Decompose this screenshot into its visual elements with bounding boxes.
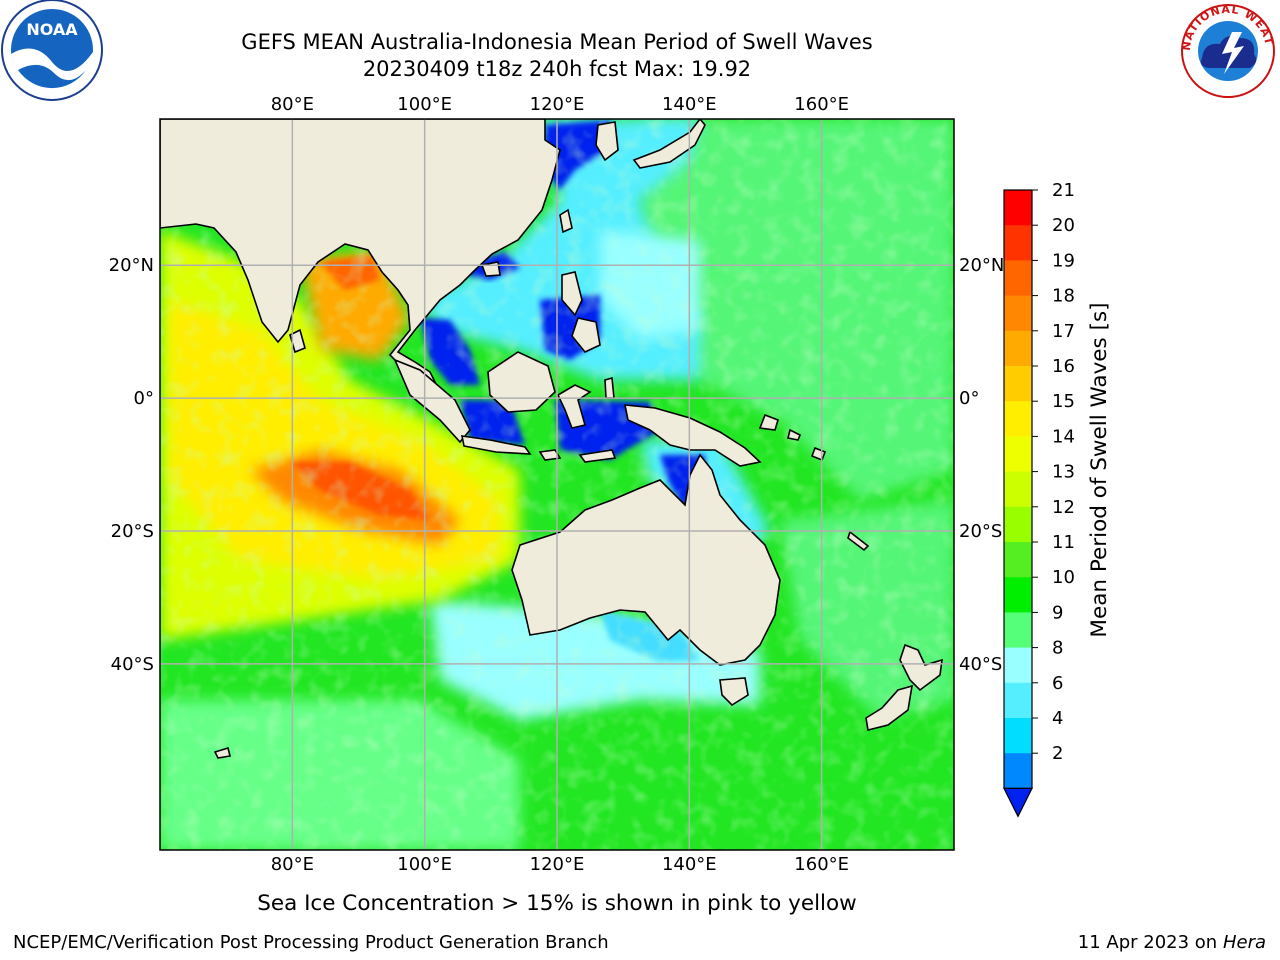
colorbar-segment xyxy=(1004,190,1032,226)
colorbar-segment xyxy=(1004,401,1032,437)
colorbar-segment xyxy=(1004,506,1032,543)
colorbar-tick-label: 4 xyxy=(1052,708,1063,729)
swell-field xyxy=(160,119,954,850)
colorbar-segment xyxy=(1004,260,1032,297)
lat-tick-left: 40°S xyxy=(111,654,154,675)
colorbar-segment xyxy=(1004,436,1032,473)
map-frame xyxy=(159,118,955,851)
lon-tick-bottom: 160°E xyxy=(794,854,849,875)
footer-credit: NCEP/EMC/Verification Post Processing Pr… xyxy=(13,932,609,953)
lat-tick-right: 20°N xyxy=(959,255,1004,276)
colorbar-segment xyxy=(1004,577,1032,613)
colorbar-tick-label: 18 xyxy=(1052,286,1075,307)
map-gridlines xyxy=(160,119,954,850)
lon-tick-bottom: 80°E xyxy=(271,854,314,875)
noaa-logo-text: NOAA xyxy=(26,20,78,39)
colorbar-tick-label: 6 xyxy=(1052,673,1063,694)
lon-tick-bottom: 100°E xyxy=(397,854,452,875)
colorbar-tick-label: 13 xyxy=(1052,462,1075,483)
colorbar-segment xyxy=(1004,612,1032,649)
lat-tick-left: 20°N xyxy=(109,255,154,276)
chart-subtitle: 20230409 t18z 240h fcst Max: 19.92 xyxy=(362,57,752,81)
lat-tick-right: 0° xyxy=(959,388,979,409)
colorbar: 21 20 19 18 17 16 15 14 13 12 11 10 9 8 6 4 2 xyxy=(1003,180,1075,818)
sea-ice-note: Sea Ice Concentration > 15% is shown in … xyxy=(257,891,857,916)
lon-tick-top: 140°E xyxy=(662,94,717,115)
footer-host: Hera xyxy=(1222,932,1266,953)
land-masses xyxy=(160,119,943,759)
colorbar-tick-label: 8 xyxy=(1052,638,1063,659)
chart-title: GEFS MEAN Australia-Indonesia Mean Perio… xyxy=(241,30,873,54)
colorbar-tick-label: 10 xyxy=(1052,567,1075,588)
lat-tick-left: 20°S xyxy=(111,521,154,542)
footer-date-text: 11 Apr 2023 on xyxy=(1077,932,1223,953)
colorbar-tick-label: 2 xyxy=(1052,743,1063,764)
colorbar-frame xyxy=(1003,189,1033,790)
colorbar-tick-label: 16 xyxy=(1052,356,1075,377)
colorbar-tick-label: 20 xyxy=(1052,215,1075,236)
colorbar-segment xyxy=(1004,682,1032,719)
lon-tick-top: 100°E xyxy=(397,94,452,115)
lon-tick-top: 160°E xyxy=(794,94,849,115)
lat-tick-right: 40°S xyxy=(959,654,1002,675)
lon-tick-bottom: 120°E xyxy=(530,854,585,875)
colorbar-segment xyxy=(1004,718,1032,754)
colorbar-tick-label: 15 xyxy=(1052,391,1075,412)
colorbar-segment xyxy=(1004,753,1032,789)
footer-date: 11 Apr 2023 on Hera xyxy=(1078,932,1266,953)
lat-tick-left: 0° xyxy=(134,388,154,409)
colorbar-tick-label: 17 xyxy=(1052,321,1075,342)
lon-tick-top: 120°E xyxy=(530,94,585,115)
lat-tick-right: 20°S xyxy=(959,521,1002,542)
colorbar-segment xyxy=(1004,647,1032,684)
colorbar-tick-label: 19 xyxy=(1052,250,1075,271)
colorbar-label: Mean Period of Swell Waves [s] xyxy=(1087,302,1112,637)
colorbar-tick-label: 12 xyxy=(1052,497,1075,518)
colorbar-segment xyxy=(1004,225,1032,261)
lon-tick-top: 80°E xyxy=(271,94,314,115)
lon-tick-bottom: 140°E xyxy=(662,854,717,875)
colorbar-segment xyxy=(1004,330,1032,367)
nws-logo: NATIONAL WEATHER SERVICE xyxy=(1176,2,1275,98)
colorbar-segment xyxy=(1004,542,1032,578)
colorbar-segment xyxy=(1004,471,1032,508)
colorbar-segment xyxy=(1004,366,1032,402)
colorbar-tick-label: 14 xyxy=(1052,426,1075,447)
colorbar-tick-label: 21 xyxy=(1052,180,1075,201)
colorbar-segment xyxy=(1004,295,1032,332)
colorbar-tick-label: 11 xyxy=(1052,532,1075,553)
noaa-logo: NOAA xyxy=(1,0,103,101)
colorbar-extend-arrow xyxy=(1003,787,1033,818)
colorbar-tick-label: 9 xyxy=(1052,602,1063,623)
